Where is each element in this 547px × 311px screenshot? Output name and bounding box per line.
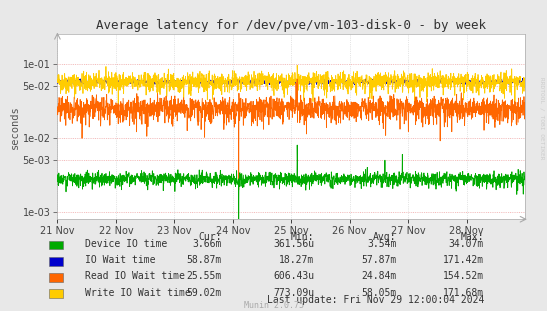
Text: 361.56u: 361.56u bbox=[274, 239, 315, 249]
Text: 3.54m: 3.54m bbox=[367, 239, 397, 249]
Text: 3.66m: 3.66m bbox=[192, 239, 222, 249]
Text: 154.52m: 154.52m bbox=[443, 272, 484, 281]
Text: Munin 2.0.75: Munin 2.0.75 bbox=[243, 301, 304, 310]
Text: Device IO time: Device IO time bbox=[85, 239, 167, 249]
Y-axis label: seconds: seconds bbox=[10, 105, 20, 149]
Text: 606.43u: 606.43u bbox=[274, 272, 315, 281]
Text: 24.84m: 24.84m bbox=[362, 272, 397, 281]
Text: RRDTOOL / TOBI OETIKER: RRDTOOL / TOBI OETIKER bbox=[539, 77, 544, 160]
Text: 18.27m: 18.27m bbox=[280, 255, 315, 265]
Title: Average latency for /dev/pve/vm-103-disk-0 - by week: Average latency for /dev/pve/vm-103-disk… bbox=[96, 19, 486, 32]
Text: 171.68m: 171.68m bbox=[443, 288, 484, 298]
Text: Max:: Max: bbox=[461, 232, 484, 242]
Text: 34.07m: 34.07m bbox=[449, 239, 484, 249]
Text: 25.55m: 25.55m bbox=[187, 272, 222, 281]
Text: 59.02m: 59.02m bbox=[187, 288, 222, 298]
Text: 58.05m: 58.05m bbox=[362, 288, 397, 298]
Text: Cur:: Cur: bbox=[198, 232, 222, 242]
Text: 171.42m: 171.42m bbox=[443, 255, 484, 265]
Text: 58.87m: 58.87m bbox=[187, 255, 222, 265]
Text: 773.09u: 773.09u bbox=[274, 288, 315, 298]
Text: Read IO Wait time: Read IO Wait time bbox=[85, 272, 185, 281]
Text: IO Wait time: IO Wait time bbox=[85, 255, 155, 265]
Text: 57.87m: 57.87m bbox=[362, 255, 397, 265]
Text: Write IO Wait time: Write IO Wait time bbox=[85, 288, 190, 298]
Text: Last update: Fri Nov 29 12:00:04 2024: Last update: Fri Nov 29 12:00:04 2024 bbox=[267, 295, 484, 304]
Text: Min:: Min: bbox=[291, 232, 315, 242]
Text: Avg:: Avg: bbox=[373, 232, 397, 242]
